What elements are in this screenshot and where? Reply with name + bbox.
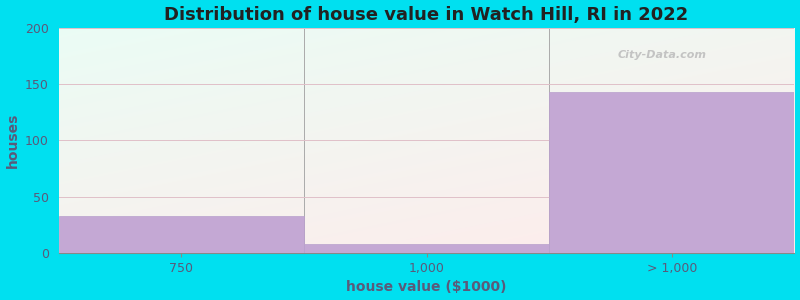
Bar — [549, 92, 794, 253]
Text: City-Data.com: City-Data.com — [618, 50, 706, 60]
Title: Distribution of house value in Watch Hill, RI in 2022: Distribution of house value in Watch Hil… — [165, 6, 689, 24]
Y-axis label: houses: houses — [6, 113, 19, 168]
X-axis label: house value ($1000): house value ($1000) — [346, 280, 507, 294]
Bar — [58, 216, 304, 253]
Bar — [304, 244, 549, 253]
